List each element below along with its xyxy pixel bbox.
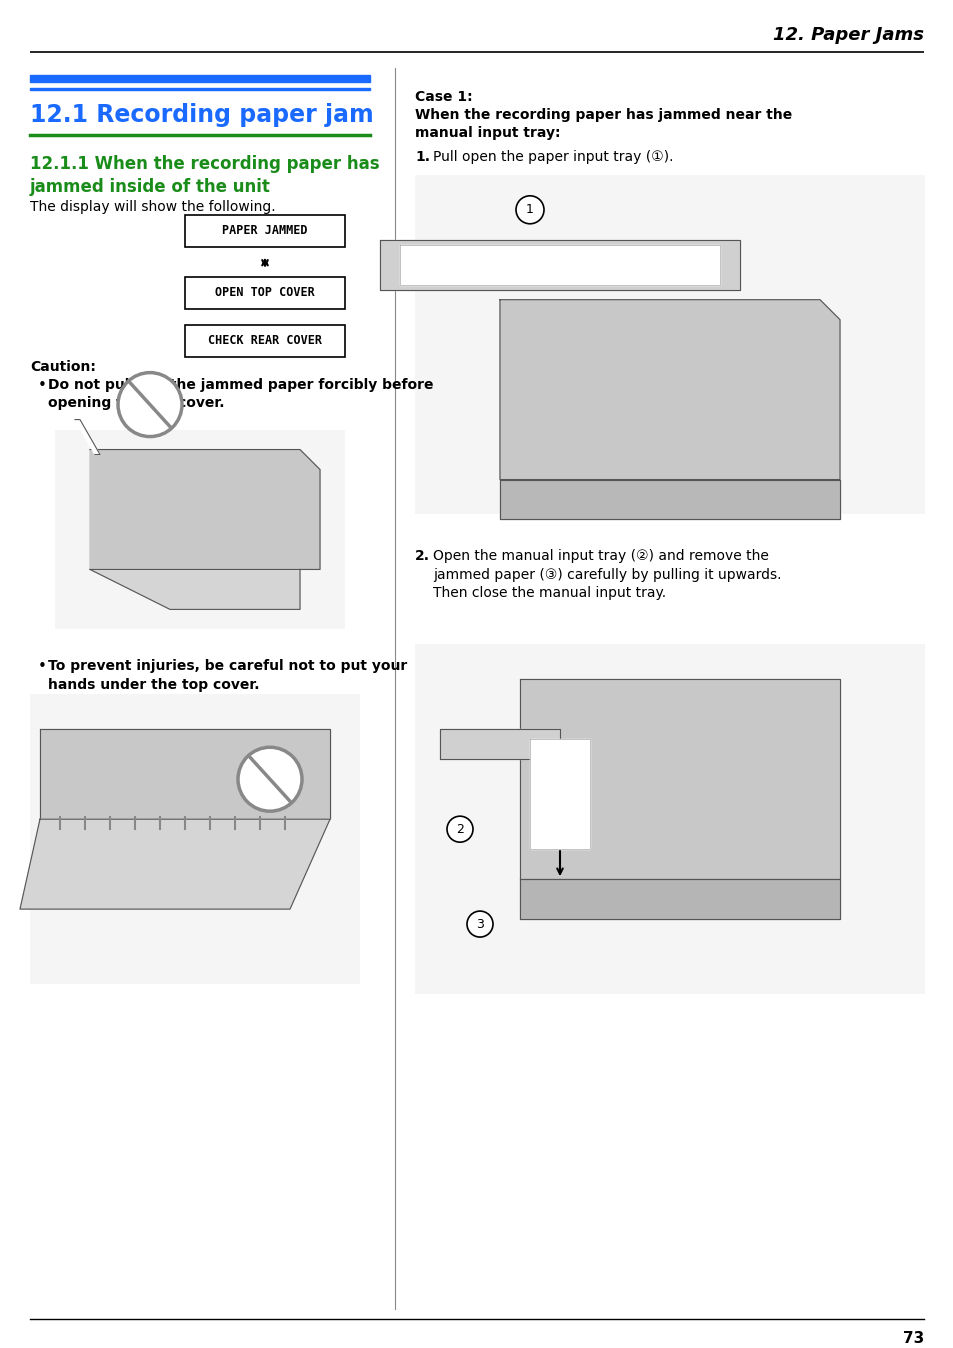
Polygon shape: [90, 449, 319, 569]
Text: 1.: 1.: [415, 150, 430, 164]
Text: •: •: [38, 659, 47, 674]
Circle shape: [467, 911, 493, 937]
Text: 12. Paper Jams: 12. Paper Jams: [772, 26, 923, 44]
Polygon shape: [20, 820, 330, 909]
Bar: [30, 75, 370, 82]
Text: Pull open the paper input tray (①).: Pull open the paper input tray (①).: [433, 150, 673, 164]
Circle shape: [237, 747, 302, 811]
Polygon shape: [499, 480, 840, 519]
Text: When the recording paper has jammed near the
manual input tray:: When the recording paper has jammed near…: [415, 108, 791, 140]
Text: Caution:: Caution:: [30, 360, 95, 373]
FancyBboxPatch shape: [185, 325, 345, 357]
Bar: [415, 175, 924, 515]
Text: PAPER JAMMED: PAPER JAMMED: [222, 224, 308, 237]
Circle shape: [118, 372, 182, 437]
Polygon shape: [519, 679, 840, 879]
Circle shape: [447, 816, 473, 842]
Text: 2: 2: [456, 822, 463, 836]
Polygon shape: [530, 739, 589, 849]
Text: •: •: [38, 377, 47, 392]
Text: CHECK REAR COVER: CHECK REAR COVER: [208, 334, 322, 348]
Polygon shape: [439, 729, 559, 759]
Polygon shape: [519, 879, 840, 919]
Bar: [30, 694, 359, 984]
Circle shape: [516, 195, 543, 224]
Text: Case 1:: Case 1:: [415, 90, 472, 104]
Text: To prevent injuries, be careful not to put your
hands under the top cover.: To prevent injuries, be careful not to p…: [48, 659, 407, 692]
Bar: [55, 430, 345, 630]
FancyBboxPatch shape: [185, 276, 345, 309]
Text: Open the manual input tray (②) and remove the
jammed paper (③) carefully by pull: Open the manual input tray (②) and remov…: [433, 550, 781, 600]
Text: 2.: 2.: [415, 550, 430, 563]
Polygon shape: [379, 240, 740, 290]
Polygon shape: [499, 299, 840, 480]
Text: Do not pull out the jammed paper forcibly before
opening the top cover.: Do not pull out the jammed paper forcibl…: [48, 377, 433, 410]
Polygon shape: [90, 569, 299, 609]
Text: OPEN TOP COVER: OPEN TOP COVER: [214, 286, 314, 299]
Polygon shape: [399, 245, 720, 284]
Text: 1: 1: [525, 204, 534, 216]
FancyBboxPatch shape: [185, 214, 345, 247]
Bar: [30, 89, 370, 90]
Text: The display will show the following.: The display will show the following.: [30, 200, 275, 214]
Polygon shape: [75, 419, 100, 454]
Text: 73: 73: [902, 1332, 923, 1347]
Text: 3: 3: [476, 918, 483, 930]
Bar: [415, 644, 924, 993]
Text: 12.1 Recording paper jam: 12.1 Recording paper jam: [30, 102, 374, 127]
Text: 12.1.1 When the recording paper has
jammed inside of the unit: 12.1.1 When the recording paper has jamm…: [30, 155, 379, 197]
Polygon shape: [40, 729, 330, 820]
